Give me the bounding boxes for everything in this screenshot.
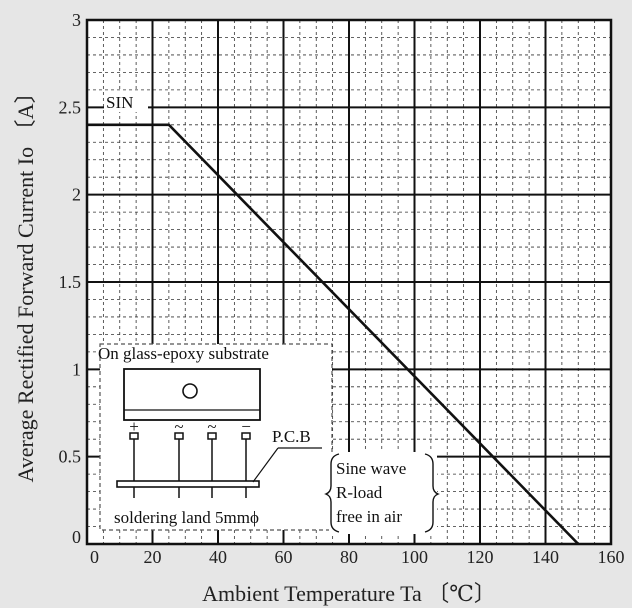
tick-labels: 0 20 40 60 80 100 120 140 160 0 0.5 1 1.5 2 2.5 3 (59, 10, 625, 567)
pcb-board (116, 480, 260, 488)
x-tick-label: 100 (401, 547, 428, 567)
sin-label-background (104, 92, 148, 112)
y-tick-label: 0 (72, 527, 81, 547)
y-axis-label: Average Rectified Forward Current Io 〔A〕 (13, 82, 38, 483)
plot-frame (85, 18, 613, 546)
y-tick-label: 1.5 (59, 272, 82, 292)
pcb-label: P.C.B (272, 427, 311, 446)
sin-label: SIN (104, 92, 148, 112)
inset-title: On glass-epoxy substrate (98, 344, 269, 363)
conditions-note: Sine wave R-load free in air (324, 452, 440, 534)
condition-line-3: free in air (336, 507, 402, 526)
series-line-sin (87, 123, 580, 545)
x-tick-label: 160 (598, 547, 625, 567)
pcb-leader (252, 447, 279, 483)
mounting-hole (182, 383, 198, 399)
pin-mark-1: + (129, 417, 139, 436)
right-brace (424, 453, 440, 533)
x-tick-label: 80 (340, 547, 358, 567)
condition-line-1: Sine wave (336, 459, 406, 478)
x-tick-label: 120 (467, 547, 494, 567)
condition-line-2: R-load (336, 483, 383, 502)
soldering-label: soldering land 5mmϕ (114, 508, 259, 527)
pin-mark-2: ~ (174, 417, 183, 436)
y-tick-label: 3 (72, 10, 81, 30)
x-axis-label: Ambient Temperature Ta 〔℃〕 (202, 581, 496, 606)
sin-label-text: SIN (106, 93, 133, 112)
y-tick-label: 1 (72, 359, 81, 379)
y-tick-label: 0.5 (59, 447, 82, 467)
x-tick-label: 0 (90, 547, 99, 567)
y-tick-label: 2.5 (59, 97, 82, 117)
conditions-background (329, 452, 437, 534)
x-tick-label: 40 (209, 547, 227, 567)
bridge-pins (129, 432, 251, 498)
x-tick-label: 60 (275, 547, 293, 567)
x-tick-label: 20 (144, 547, 162, 567)
substrate-inset: On glass-epoxy substrate + ~ ~ − P.C.B s… (98, 343, 333, 531)
x-tick-label: 140 (532, 547, 559, 567)
pin-mark-4: − (241, 417, 251, 436)
y-tick-label: 2 (72, 185, 81, 205)
series-layer (87, 123, 580, 545)
bridge-body (123, 368, 261, 421)
left-brace (324, 453, 340, 533)
pin-mark-3: ~ (207, 417, 216, 436)
